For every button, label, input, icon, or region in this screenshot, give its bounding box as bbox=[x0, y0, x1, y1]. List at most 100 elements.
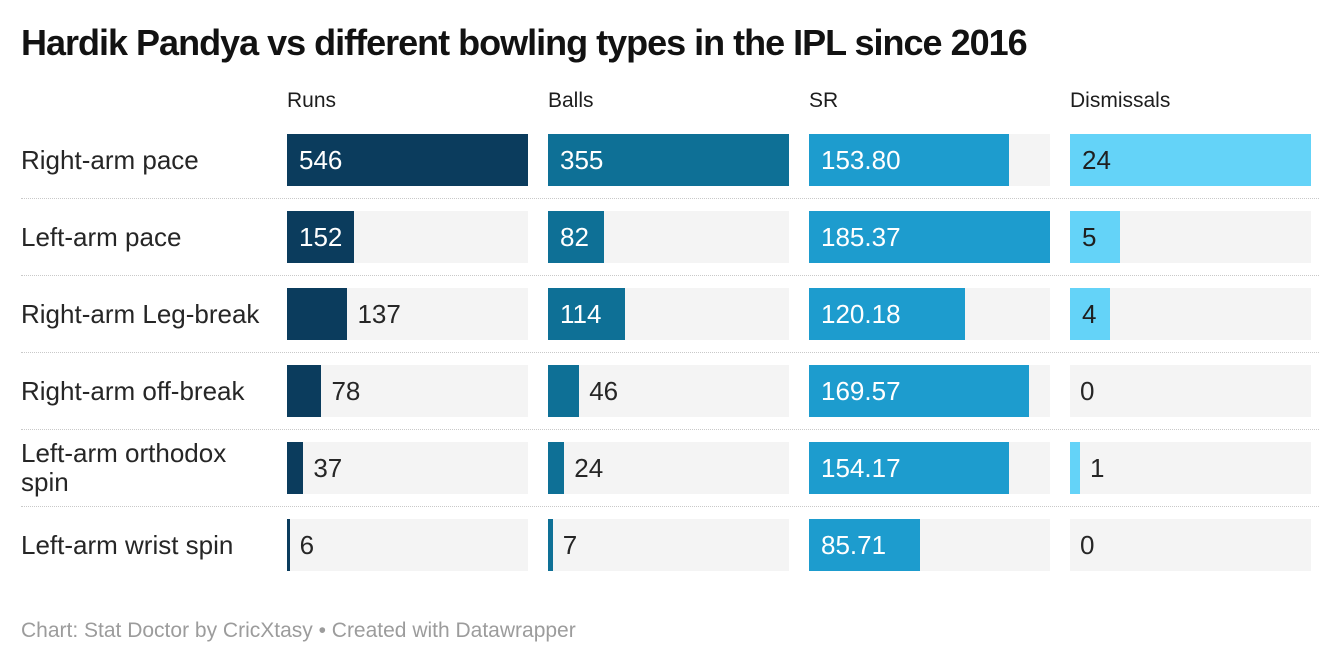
bar-cell-balls: 7 bbox=[548, 519, 789, 572]
bar-track: 5 bbox=[1070, 211, 1311, 264]
bar-value-label: 7 bbox=[562, 530, 578, 561]
chart-footer: Chart: Stat Doctor by CricXtasy • Create… bbox=[21, 619, 576, 643]
bar-value-label: 0 bbox=[1080, 376, 1095, 407]
bar bbox=[548, 519, 553, 572]
row-label: Right-arm pace bbox=[21, 144, 199, 175]
bar-value-label: 154.17 bbox=[821, 453, 901, 484]
bar-track: 169.57 bbox=[809, 365, 1050, 418]
bar bbox=[809, 365, 1030, 418]
row-label: Right-arm off-break bbox=[21, 375, 245, 406]
bar-value-label: 24 bbox=[574, 453, 604, 484]
bar bbox=[809, 134, 1009, 187]
bar-value-label: 0 bbox=[1080, 530, 1095, 561]
bar-track: 153.80 bbox=[809, 134, 1050, 187]
bar-cell-runs: 137 bbox=[287, 288, 528, 341]
bar-cell-dismissals: 1 bbox=[1070, 442, 1311, 495]
bar-track: 137 bbox=[287, 288, 528, 341]
bar-cell-sr: 185.37 bbox=[809, 211, 1050, 264]
bar-track: 46 bbox=[548, 365, 789, 418]
bar-cell-runs: 37 bbox=[287, 442, 528, 495]
bar bbox=[287, 442, 304, 495]
bar-cell-dismissals: 5 bbox=[1070, 211, 1311, 264]
chart-row: Left-arm pace 152 82 185.37 5 bbox=[21, 199, 1319, 277]
chart-rows: Right-arm pace 546 355 153.80 24 bbox=[21, 122, 1319, 583]
bar-cell-sr: 154.17 bbox=[809, 442, 1050, 495]
bar-track: 152 bbox=[287, 211, 528, 264]
bar bbox=[1070, 442, 1081, 495]
bar-value-label: 4 bbox=[1082, 299, 1097, 330]
bar-value-label: 6 bbox=[299, 530, 315, 561]
column-header-sr: SR bbox=[809, 89, 839, 113]
bar bbox=[809, 442, 1010, 495]
bar-cell-dismissals: 0 bbox=[1070, 365, 1311, 418]
bar-track: 120.18 bbox=[809, 288, 1050, 341]
bar-track: 24 bbox=[548, 442, 789, 495]
bar-value-label: 355 bbox=[560, 145, 604, 176]
bar-track: 0 bbox=[1070, 365, 1311, 418]
bar-value-label: 153.80 bbox=[821, 145, 901, 176]
bar bbox=[1070, 134, 1311, 187]
bar-cell-sr: 85.71 bbox=[809, 519, 1050, 572]
row-label: Left-arm wrist spin bbox=[21, 529, 234, 560]
bar-track: 85.71 bbox=[809, 519, 1050, 572]
bar-track: 546 bbox=[287, 134, 528, 187]
row-label: Left-arm orthodox spin bbox=[21, 437, 227, 498]
bar-track: 154.17 bbox=[809, 442, 1050, 495]
bar-value-label: 120.18 bbox=[821, 299, 901, 330]
bar bbox=[548, 365, 580, 418]
column-header-balls: Balls bbox=[548, 89, 594, 113]
bar bbox=[548, 288, 626, 341]
chart-row: Right-arm off-break 78 46 169.57 0 bbox=[21, 353, 1319, 431]
bar-cell-runs: 6 bbox=[287, 519, 528, 572]
bar-value-label: 46 bbox=[589, 376, 619, 407]
bar-value-label: 37 bbox=[313, 453, 343, 484]
bar bbox=[1070, 211, 1121, 264]
bar-cell-runs: 78 bbox=[287, 365, 528, 418]
bar-value-label: 78 bbox=[331, 376, 361, 407]
bar-cell-balls: 46 bbox=[548, 365, 789, 418]
bar-value-label: 5 bbox=[1082, 222, 1097, 253]
bar-track: 6 bbox=[287, 519, 528, 572]
bar-value-label: 85.71 bbox=[821, 530, 887, 561]
bar-cell-dismissals: 24 bbox=[1070, 134, 1311, 187]
bar-value-label: 137 bbox=[357, 299, 401, 330]
bar-value-label: 82 bbox=[560, 222, 589, 253]
bar-track: 1 bbox=[1070, 442, 1311, 495]
bar-value-label: 24 bbox=[1082, 145, 1111, 176]
bar-track: 355 bbox=[548, 134, 789, 187]
bar bbox=[809, 519, 921, 572]
column-headers: Runs Balls SR Dismissals bbox=[21, 89, 1319, 122]
bar-cell-sr: 169.57 bbox=[809, 365, 1050, 418]
bar bbox=[1070, 288, 1111, 341]
bar-track: 0 bbox=[1070, 519, 1311, 572]
chart-title: Hardik Pandya vs different bowling types… bbox=[21, 22, 1028, 63]
bar-cell-runs: 152 bbox=[287, 211, 528, 264]
bar-cell-sr: 153.80 bbox=[809, 134, 1050, 187]
bar-track: 24 bbox=[1070, 134, 1311, 187]
row-label: Left-arm pace bbox=[21, 221, 182, 252]
bar bbox=[287, 211, 355, 264]
chart-row: Right-arm pace 546 355 153.80 24 bbox=[21, 122, 1319, 200]
bar bbox=[287, 519, 290, 572]
bar bbox=[809, 211, 1050, 264]
column-header-runs: Runs bbox=[287, 89, 337, 113]
bar-cell-balls: 24 bbox=[548, 442, 789, 495]
bar bbox=[809, 288, 966, 341]
bar bbox=[548, 442, 565, 495]
bar-track: 82 bbox=[548, 211, 789, 264]
bar-cell-dismissals: 4 bbox=[1070, 288, 1311, 341]
bar-track: 78 bbox=[287, 365, 528, 418]
bar-value-label: 1 bbox=[1090, 453, 1105, 484]
bar-track: 37 bbox=[287, 442, 528, 495]
chart-row: Right-arm Leg-break 137 114 120.18 4 bbox=[21, 276, 1319, 354]
bar-value-label: 169.57 bbox=[821, 376, 901, 407]
bar bbox=[287, 365, 322, 418]
row-label: Right-arm Leg-break bbox=[21, 298, 260, 329]
bar bbox=[548, 134, 789, 187]
bar-cell-balls: 82 bbox=[548, 211, 789, 264]
chart-row: Left-arm orthodox spin 37 24 154.17 1 bbox=[21, 430, 1319, 508]
bar-value-label: 114 bbox=[560, 299, 602, 330]
bar-value-label: 152 bbox=[299, 222, 343, 253]
bar-cell-dismissals: 0 bbox=[1070, 519, 1311, 572]
